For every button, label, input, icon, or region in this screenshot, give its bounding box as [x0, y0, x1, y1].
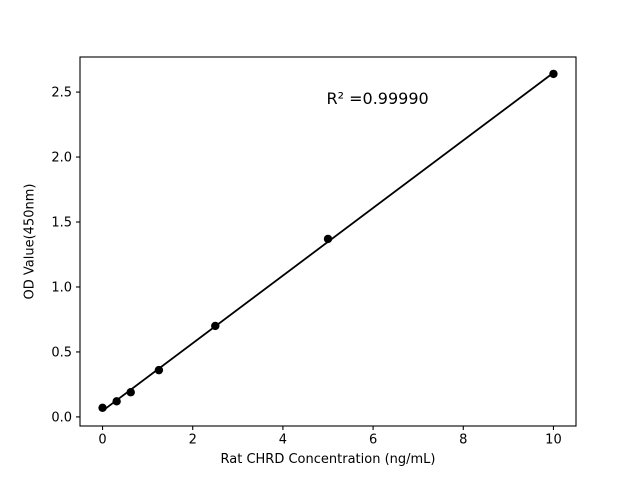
- data-point: [211, 321, 220, 331]
- x-tick-label: 8: [459, 433, 467, 448]
- data-point: [98, 403, 107, 413]
- data-point: [323, 234, 333, 244]
- y-axis-label: OD Value(450nm): [23, 184, 38, 300]
- data-point: [549, 69, 558, 79]
- x-axis-label: Rat CHRD Concentration (ng/mL): [221, 452, 436, 467]
- data-point: [154, 365, 164, 375]
- plot-layer: 0 2 4 6 8 10 0.0 0.5 1.0 1.5 2.0 2.5: [51, 56, 577, 448]
- y-tick-label: 1.0: [51, 280, 72, 295]
- y-tick-label: 2.5: [51, 86, 72, 101]
- plot-frame: [79, 56, 577, 427]
- x-tick-label: 0: [98, 433, 106, 448]
- x-tick-label: 2: [189, 433, 197, 448]
- x-tick-label: 6: [369, 433, 377, 448]
- y-tick-label: 2.0: [51, 151, 72, 166]
- data-point: [112, 397, 121, 406]
- data-point: [126, 388, 135, 397]
- y-tick-label: 0.0: [51, 410, 72, 425]
- x-tick-label: 4: [279, 433, 287, 448]
- x-tick-label: 10: [545, 433, 562, 448]
- y-tick-label: 1.5: [51, 216, 72, 231]
- y-tick-label: 0.5: [51, 345, 72, 360]
- r-squared-annotation: R² =0.99990: [327, 89, 429, 108]
